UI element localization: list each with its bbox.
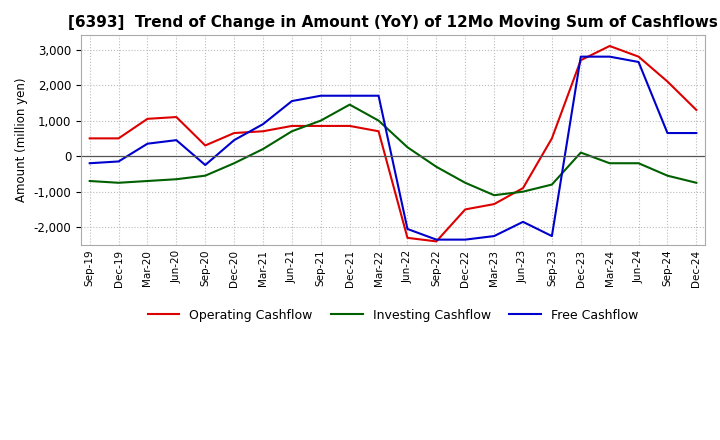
Free Cashflow <box>346 93 354 99</box>
Free Cashflow <box>518 219 527 224</box>
Investing Cashflow <box>374 118 383 123</box>
Investing Cashflow <box>346 102 354 107</box>
Operating Cashflow <box>258 128 267 134</box>
Operating Cashflow <box>692 107 701 113</box>
Free Cashflow <box>143 141 152 147</box>
Investing Cashflow <box>606 161 614 166</box>
Investing Cashflow <box>634 161 643 166</box>
Y-axis label: Amount (million yen): Amount (million yen) <box>15 78 28 202</box>
Operating Cashflow <box>606 44 614 49</box>
Operating Cashflow <box>143 116 152 121</box>
Operating Cashflow <box>287 123 296 128</box>
Free Cashflow <box>490 234 498 239</box>
Operating Cashflow <box>577 58 585 63</box>
Free Cashflow <box>548 234 557 239</box>
Operating Cashflow <box>114 136 123 141</box>
Investing Cashflow <box>172 176 181 182</box>
Investing Cashflow <box>143 178 152 183</box>
Investing Cashflow <box>287 128 296 134</box>
Free Cashflow <box>461 237 469 242</box>
Operating Cashflow <box>490 202 498 207</box>
Legend: Operating Cashflow, Investing Cashflow, Free Cashflow: Operating Cashflow, Investing Cashflow, … <box>143 304 643 327</box>
Line: Investing Cashflow: Investing Cashflow <box>90 105 696 195</box>
Operating Cashflow <box>663 79 672 84</box>
Free Cashflow <box>317 93 325 99</box>
Operating Cashflow <box>432 239 441 244</box>
Investing Cashflow <box>230 161 238 166</box>
Investing Cashflow <box>518 189 527 194</box>
Free Cashflow <box>663 130 672 136</box>
Free Cashflow <box>577 54 585 59</box>
Free Cashflow <box>230 138 238 143</box>
Free Cashflow <box>287 99 296 104</box>
Free Cashflow <box>201 162 210 168</box>
Free Cashflow <box>86 161 94 166</box>
Operating Cashflow <box>548 136 557 141</box>
Investing Cashflow <box>490 193 498 198</box>
Investing Cashflow <box>432 164 441 169</box>
Operating Cashflow <box>374 128 383 134</box>
Investing Cashflow <box>258 147 267 152</box>
Investing Cashflow <box>114 180 123 185</box>
Operating Cashflow <box>346 123 354 128</box>
Free Cashflow <box>606 54 614 59</box>
Operating Cashflow <box>201 143 210 148</box>
Free Cashflow <box>172 138 181 143</box>
Operating Cashflow <box>634 54 643 59</box>
Free Cashflow <box>258 121 267 127</box>
Operating Cashflow <box>518 186 527 191</box>
Investing Cashflow <box>692 180 701 185</box>
Line: Free Cashflow: Free Cashflow <box>90 57 696 240</box>
Investing Cashflow <box>548 182 557 187</box>
Operating Cashflow <box>172 114 181 120</box>
Investing Cashflow <box>577 150 585 155</box>
Operating Cashflow <box>461 207 469 212</box>
Free Cashflow <box>374 93 383 99</box>
Operating Cashflow <box>403 235 412 241</box>
Free Cashflow <box>634 59 643 65</box>
Free Cashflow <box>692 130 701 136</box>
Investing Cashflow <box>403 145 412 150</box>
Line: Operating Cashflow: Operating Cashflow <box>90 46 696 242</box>
Free Cashflow <box>114 159 123 164</box>
Investing Cashflow <box>201 173 210 178</box>
Title: [6393]  Trend of Change in Amount (YoY) of 12Mo Moving Sum of Cashflows: [6393] Trend of Change in Amount (YoY) o… <box>68 15 718 30</box>
Operating Cashflow <box>86 136 94 141</box>
Investing Cashflow <box>86 178 94 183</box>
Free Cashflow <box>432 237 441 242</box>
Operating Cashflow <box>317 123 325 128</box>
Operating Cashflow <box>230 130 238 136</box>
Free Cashflow <box>403 226 412 231</box>
Investing Cashflow <box>317 118 325 123</box>
Investing Cashflow <box>461 180 469 185</box>
Investing Cashflow <box>663 173 672 178</box>
